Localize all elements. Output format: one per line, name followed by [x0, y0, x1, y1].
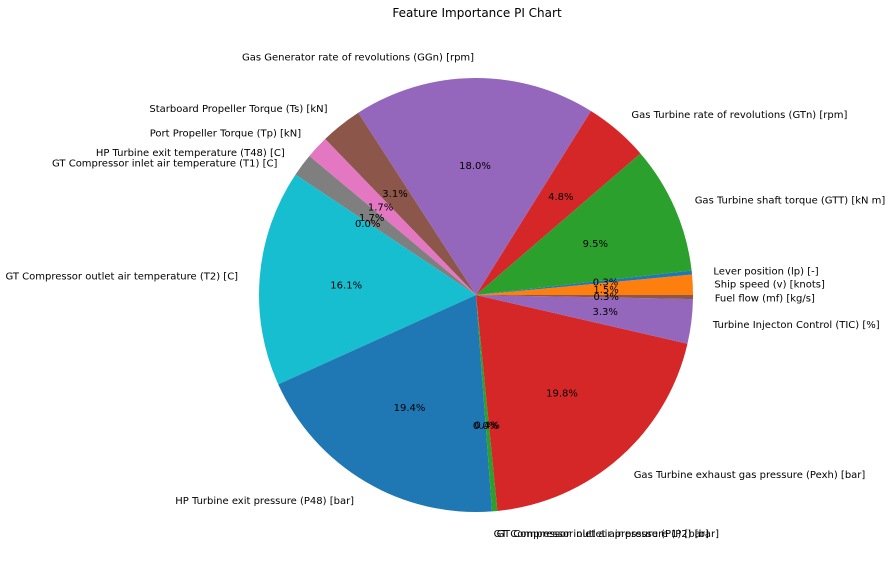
- pie-slice: [476, 270, 693, 295]
- slice-label: Starboard Propeller Torque (Ts) [kN]: [149, 104, 327, 115]
- pie-slice: [476, 295, 693, 344]
- slice-label: GT Compressor inlet air pressure (P1) [b…: [494, 529, 709, 540]
- slice-label: Turbine Injecton Control (TIC) [%]: [712, 320, 880, 331]
- slice-percent-label: 0.4%: [474, 421, 499, 432]
- slice-percent-label: 19.8%: [546, 389, 578, 400]
- slice-percent-label: 16.1%: [330, 280, 362, 291]
- slice-label: Port Propeller Torque (Tp) [kN]: [150, 129, 301, 140]
- slice-percent-label: 19.4%: [394, 403, 426, 414]
- pie-percent-labels: 1.5%0.3%9.5%4.8%18.0%3.1%1.7%1.7%0.0%16.…: [330, 161, 619, 432]
- pie-labels: Ship speed (v) [knots] Lever position (lp…: [5, 52, 885, 540]
- slice-percent-label: 0.3%: [593, 278, 618, 289]
- slice-percent-label: 1.5%: [593, 285, 618, 296]
- slice-percent-label: 3.1%: [382, 189, 407, 200]
- slice-label: HP Turbine exit pressure (P48) [bar]: [175, 496, 354, 507]
- slice-label: Gas Turbine exhaust gas pressure (Pexh) …: [634, 470, 866, 481]
- slice-percent-label: 9.5%: [583, 239, 608, 250]
- slice-label: GT Compressor outlet air pressure (P2) […: [497, 529, 720, 540]
- pie-slice: [476, 153, 692, 295]
- pie-slice: [476, 295, 688, 511]
- slice-label: Gas Generator rate of revolutions (GGn) …: [242, 52, 474, 63]
- pie-slice: [476, 110, 641, 295]
- slice-percent-label: 1.7%: [368, 202, 393, 213]
- pie-slice: [476, 274, 693, 295]
- pie-slice: [309, 139, 476, 295]
- pie-slice: [358, 78, 591, 295]
- pie-slices: [258, 78, 693, 513]
- slice-label: GT Compressor outlet air temperature (T2…: [5, 272, 238, 283]
- pie-slice: [476, 295, 693, 300]
- slice-label: Fuel flow (mf) [kg/s]: [715, 293, 815, 304]
- pie-slice: [476, 295, 498, 512]
- slice-percent-label: 1.7%: [359, 213, 384, 224]
- slice-label: Ship speed (v) [knots]: [714, 280, 825, 291]
- slice-percent-label: 0.0%: [473, 421, 498, 432]
- slice-label: GT Compressor inlet air temperature (T1)…: [52, 159, 277, 170]
- slice-label: HP Turbine exit temperature (T48) [C]: [96, 148, 285, 159]
- slice-percent-label: 18.0%: [459, 161, 491, 172]
- slice-percent-label: 4.8%: [548, 192, 573, 203]
- pie-slice: [295, 156, 476, 295]
- slice-label: Gas Turbine rate of revolutions (GTn) [r…: [631, 110, 847, 121]
- slice-percent-label: 0.0%: [355, 219, 380, 230]
- slice-percent-label: 3.3%: [592, 307, 617, 318]
- pie-slice: [325, 112, 476, 296]
- chart-title: Feature Importance PI Chart: [392, 6, 562, 20]
- slice-label: Lever position (lp) [-]: [713, 266, 818, 277]
- slice-label: Gas Turbine shaft torque (GTT) [kN m]: [695, 195, 886, 206]
- pie-slice: [278, 295, 493, 513]
- pie-slice: [258, 174, 476, 385]
- slice-percent-label: 0.3%: [593, 292, 618, 303]
